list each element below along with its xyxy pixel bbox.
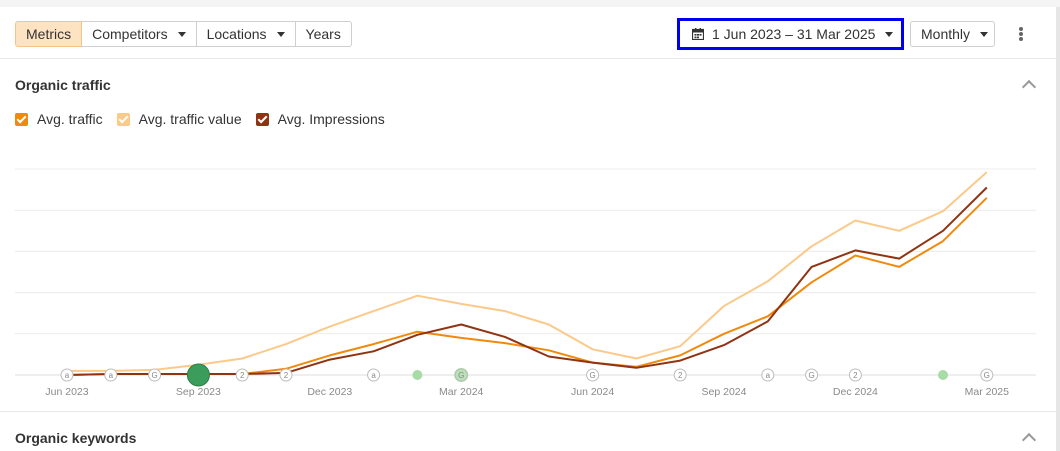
legend-avg-traffic-value[interactable]: Avg. traffic value (116, 111, 242, 127)
event-marker-circle (279, 368, 293, 382)
collapse-chevron-up-icon[interactable] (1021, 432, 1037, 448)
date-range-picker[interactable]: 1 Jun 2023 – 31 Mar 2025 (677, 18, 904, 50)
more-options-icon[interactable] (1013, 25, 1029, 43)
checkbox-avg-traffic-value[interactable] (116, 112, 130, 126)
granularity-dropdown[interactable]: Monthly (910, 21, 995, 47)
event-marker-large-dot (186, 363, 210, 387)
event-marker-label: G (151, 371, 157, 380)
section-divider (0, 411, 1056, 412)
x-tick-label: Jun 2024 (571, 386, 614, 398)
event-marker-circle (235, 368, 249, 382)
x-tick-label: Dec 2024 (833, 386, 878, 398)
event-marker-label: a (109, 371, 114, 380)
event-marker-circle (586, 368, 600, 382)
legend-avg-traffic[interactable]: Avg. traffic (15, 111, 103, 127)
x-tick-label: Mar 2025 (965, 386, 1010, 398)
tab-competitors[interactable]: Competitors (82, 21, 197, 47)
calendar-icon (692, 28, 704, 40)
event-marker-circle (805, 368, 819, 382)
event-marker-label: a (766, 371, 771, 380)
event-marker-circle (454, 368, 468, 382)
event-marker-label: a (371, 371, 376, 380)
x-tick-label: Jun 2023 (45, 386, 88, 398)
event-marker-label: 2 (240, 371, 245, 380)
tab-competitors-label: Competitors (92, 26, 168, 42)
event-marker-circle (104, 368, 118, 382)
event-marker-label: 2 (853, 371, 858, 380)
event-marker-circle (60, 368, 74, 382)
event-marker-circle (980, 368, 994, 382)
x-tick-label: Mar 2024 (439, 386, 484, 398)
event-marker-label: G (808, 371, 814, 380)
caret-down-icon (980, 31, 989, 37)
chart-legend: Avg. traffic Avg. traffic value Avg. Imp… (15, 111, 399, 127)
legend-avg-impressions[interactable]: Avg. Impressions (255, 111, 385, 127)
event-marker-circle (673, 368, 687, 382)
legend-avg-impressions-label: Avg. Impressions (277, 111, 385, 127)
checkbox-avg-impressions[interactable] (255, 112, 269, 126)
section-title-organic-traffic: Organic traffic (15, 77, 111, 93)
tab-locations[interactable]: Locations (196, 21, 296, 47)
event-marker-label: G (984, 371, 990, 380)
tab-metrics-label: Metrics (26, 26, 72, 42)
granularity-label: Monthly (921, 26, 971, 42)
legend-avg-traffic-label: Avg. traffic (37, 111, 103, 127)
event-marker-circle (148, 368, 162, 382)
date-range-label: 1 Jun 2023 – 31 Mar 2025 (712, 26, 876, 42)
caret-down-icon (276, 31, 285, 37)
checkbox-avg-traffic[interactable] (15, 112, 28, 126)
tab-years-label: Years (305, 26, 341, 42)
event-marker-dot (938, 370, 948, 380)
organic-traffic-chart: a a G 2 2 a G G 2 a G 2 G Jun 2023 Sep 2023 Dec 2023 Mar… (15, 168, 1036, 398)
toolbar: Metrics Competitors Locations Years (0, 7, 1056, 59)
metrics-segmented-control: Metrics Competitors Locations Years (15, 21, 352, 47)
x-tick-label: Sep 2024 (702, 386, 747, 398)
event-marker-label: 2 (678, 371, 683, 380)
event-marker-circle (761, 368, 775, 382)
caret-down-icon (885, 31, 894, 37)
event-marker-dot (454, 368, 469, 382)
event-marker-label: G (589, 371, 595, 380)
x-tick-label: Dec 2023 (307, 386, 352, 398)
caret-down-icon (177, 31, 186, 37)
tab-metrics[interactable]: Metrics (15, 21, 83, 47)
event-marker-label: 2 (284, 371, 289, 380)
event-marker-label: G (458, 371, 464, 380)
event-marker-circle (848, 368, 862, 382)
section-title-organic-keywords: Organic keywords (15, 430, 137, 446)
legend-avg-traffic-value-label: Avg. traffic value (138, 111, 242, 127)
x-tick-label: Sep 2023 (176, 386, 221, 398)
series-line-avg-traffic-value (67, 171, 988, 372)
organic-traffic-panel: Metrics Competitors Locations Years (0, 7, 1060, 451)
event-marker-label: a (65, 371, 70, 380)
event-marker-dot (412, 370, 423, 380)
scrollbar[interactable] (1056, 7, 1060, 451)
series-line-avg-impressions (66, 186, 988, 376)
tab-years[interactable]: Years (295, 21, 352, 47)
event-marker-circle (367, 368, 381, 382)
tab-locations-label: Locations (206, 26, 267, 42)
